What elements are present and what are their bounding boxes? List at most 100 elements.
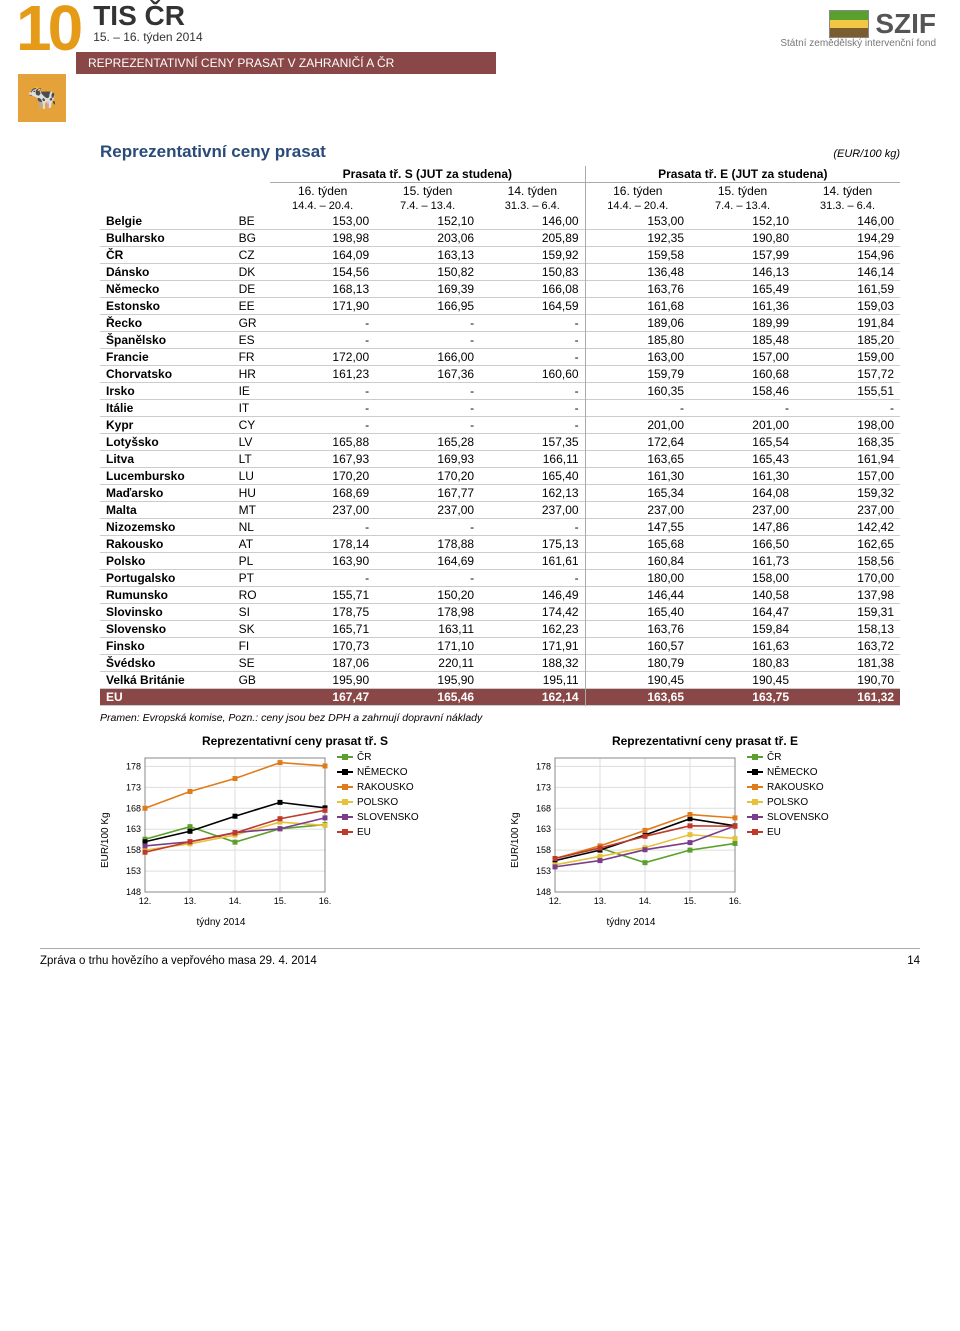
price-cell: 165,46 — [375, 688, 480, 705]
cow-icon: 🐄 — [18, 74, 66, 122]
price-cell: 157,00 — [795, 467, 900, 484]
price-cell: 165,54 — [690, 433, 795, 450]
price-cell: 168,13 — [270, 280, 375, 297]
title-row: Reprezentativní ceny prasat (EUR/100 kg) — [100, 142, 900, 162]
legend-label: POLSKO — [357, 797, 398, 808]
table-footnote: Pramen: Evropská komise, Pozn.: ceny jso… — [100, 712, 900, 724]
country-row: ChorvatskoHR161,23167,36160,60159,79160,… — [100, 365, 900, 382]
week-header: 16. týden — [270, 182, 375, 199]
week-header: 14. týden — [795, 182, 900, 199]
svg-text:158: 158 — [126, 845, 141, 855]
price-cell: 161,68 — [585, 297, 690, 314]
country-code: BG — [233, 229, 271, 246]
price-cell: 161,61 — [480, 552, 585, 569]
price-cell: 163,11 — [375, 620, 480, 637]
main-content: Reprezentativní ceny prasat (EUR/100 kg)… — [0, 142, 960, 948]
week-header: 14. týden — [480, 182, 585, 199]
price-cell: - — [270, 314, 375, 331]
price-cell: 157,72 — [795, 365, 900, 382]
country-name: Francie — [100, 348, 233, 365]
price-cell: 178,75 — [270, 603, 375, 620]
country-name: Slovinsko — [100, 603, 233, 620]
price-cell: 160,57 — [585, 637, 690, 654]
price-cell: 178,14 — [270, 535, 375, 552]
country-row: ItálieIT------ — [100, 399, 900, 416]
szif-flag-icon — [829, 10, 869, 38]
price-cell: 163,65 — [585, 688, 690, 705]
price-cell: 178,98 — [375, 603, 480, 620]
country-code: IT — [233, 399, 271, 416]
week-header: 16. týden — [585, 182, 690, 199]
price-cell: 162,65 — [795, 535, 900, 552]
country-name: Rumunsko — [100, 586, 233, 603]
price-cell: 147,86 — [690, 518, 795, 535]
price-cell: 160,60 — [480, 365, 585, 382]
price-cell: 170,20 — [375, 467, 480, 484]
price-cell: 167,93 — [270, 450, 375, 467]
price-cell: 168,35 — [795, 433, 900, 450]
tis-block: TIS ČR 15. – 16. týden 2014 — [93, 0, 202, 44]
price-cell: 165,34 — [585, 484, 690, 501]
price-cell: 190,80 — [690, 229, 795, 246]
price-cell: - — [375, 416, 480, 433]
price-cell: 150,20 — [375, 586, 480, 603]
legend-item: RAKOUSKO — [337, 782, 419, 793]
price-cell: 189,06 — [585, 314, 690, 331]
country-name: Malta — [100, 501, 233, 518]
price-cell: 162,13 — [480, 484, 585, 501]
legend-item: POLSKO — [337, 797, 419, 808]
issue-number: 10 — [16, 0, 79, 58]
price-cell: 180,83 — [690, 654, 795, 671]
price-cell: 165,28 — [375, 433, 480, 450]
chart-right-title: Reprezentativní ceny prasat tř. E — [510, 734, 900, 748]
price-cell: 159,00 — [795, 348, 900, 365]
price-cell: - — [375, 331, 480, 348]
price-cell: 205,89 — [480, 229, 585, 246]
price-cell: 174,42 — [480, 603, 585, 620]
price-cell: 166,08 — [480, 280, 585, 297]
chart-ylabel: EUR/100 Kg — [510, 752, 521, 928]
price-cell: 146,14 — [795, 263, 900, 280]
country-row: FinskoFI170,73171,10171,91160,57161,6316… — [100, 637, 900, 654]
chart-right-svg: 14815315816316817317812.13.14.15.16. — [521, 752, 741, 912]
country-row: PolskoPL163,90164,69161,61160,84161,7315… — [100, 552, 900, 569]
country-code: FI — [233, 637, 271, 654]
price-cell: 153,00 — [585, 213, 690, 230]
country-row: ŠvédskoSE187,06220,11188,32180,79180,831… — [100, 654, 900, 671]
svg-text:12.: 12. — [139, 896, 152, 906]
price-cell: - — [270, 416, 375, 433]
price-cell: 160,84 — [585, 552, 690, 569]
legend-label: NĚMECKO — [767, 767, 818, 778]
legend-item: RAKOUSKO — [747, 782, 829, 793]
price-cell: 185,20 — [795, 331, 900, 348]
svg-text:168: 168 — [126, 803, 141, 813]
price-cell: 163,75 — [690, 688, 795, 705]
unit-label: (EUR/100 kg) — [833, 148, 900, 160]
price-cell: 147,55 — [585, 518, 690, 535]
price-cell: - — [375, 518, 480, 535]
country-row: MaltaMT237,00237,00237,00237,00237,00237… — [100, 501, 900, 518]
price-cell: 190,45 — [585, 671, 690, 688]
svg-text:178: 178 — [536, 761, 551, 771]
price-cell: 188,32 — [480, 654, 585, 671]
price-cell: - — [270, 331, 375, 348]
country-name: Slovensko — [100, 620, 233, 637]
price-cell: 153,00 — [270, 213, 375, 230]
price-cell: 168,69 — [270, 484, 375, 501]
charts-row: Reprezentativní ceny prasat tř. S EUR/10… — [100, 734, 900, 928]
price-cell: 161,32 — [795, 688, 900, 705]
country-name: Dánsko — [100, 263, 233, 280]
price-cell: 195,11 — [480, 671, 585, 688]
country-row: RakouskoAT178,14178,88175,13165,68166,50… — [100, 535, 900, 552]
price-cell: 154,56 — [270, 263, 375, 280]
chart-ylabel: EUR/100 Kg — [100, 752, 111, 928]
legend-item: NĚMECKO — [337, 767, 419, 778]
chart-left: Reprezentativní ceny prasat tř. S EUR/10… — [100, 734, 490, 928]
svg-text:13.: 13. — [594, 896, 607, 906]
price-cell: 167,36 — [375, 365, 480, 382]
country-name: Finsko — [100, 637, 233, 654]
country-name: Švédsko — [100, 654, 233, 671]
legend-item: SLOVENSKO — [337, 812, 419, 823]
country-code: RO — [233, 586, 271, 603]
price-cell: 237,00 — [795, 501, 900, 518]
